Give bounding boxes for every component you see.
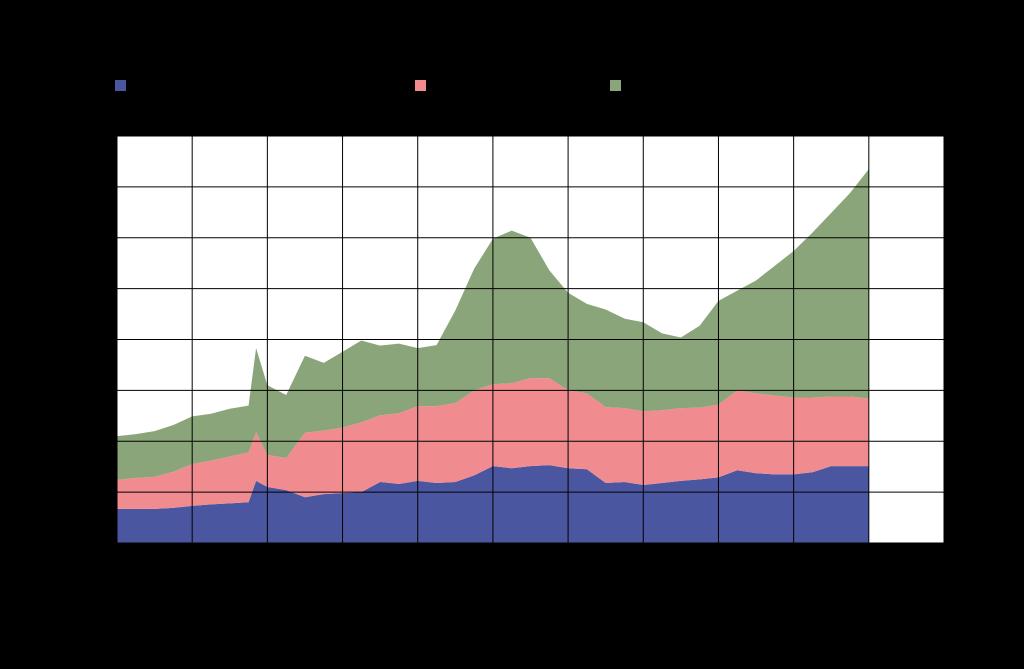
legend-swatch bbox=[115, 80, 126, 91]
legend-swatch bbox=[610, 80, 621, 91]
legend-swatch bbox=[415, 80, 426, 91]
